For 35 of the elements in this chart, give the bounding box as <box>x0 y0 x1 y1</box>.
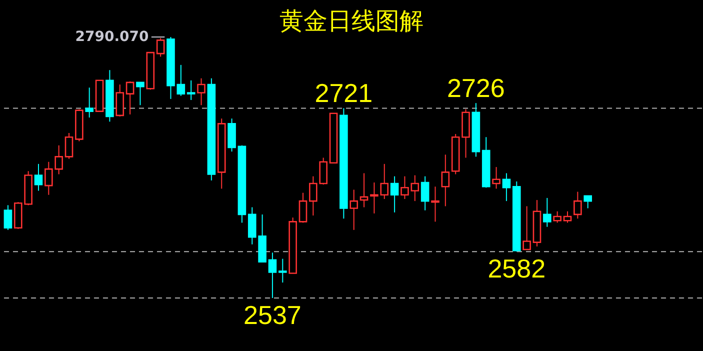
candlestick <box>176 64 186 96</box>
candlestick <box>186 80 196 100</box>
candlestick <box>4 204 12 230</box>
candlestick <box>228 118 236 152</box>
candlestick <box>197 78 206 106</box>
candlestick <box>64 132 74 160</box>
annotation: 2537 <box>244 300 302 330</box>
candlestick <box>441 154 450 207</box>
candlestick <box>431 186 440 222</box>
candlestick <box>553 210 562 224</box>
candlestick <box>156 38 165 58</box>
candlestick <box>502 172 511 202</box>
candlestick <box>126 80 134 115</box>
chart-title: 黄金日线图解 <box>280 7 424 35</box>
annotation: 2721 <box>314 78 373 108</box>
candlestick <box>116 84 124 117</box>
candlestick <box>522 206 531 250</box>
candlestick <box>563 210 572 224</box>
candlestick <box>360 172 368 208</box>
candlestick <box>136 82 144 106</box>
annotation: 2582 <box>488 254 546 284</box>
annotation: 2726 <box>447 73 505 104</box>
candlestick <box>420 176 430 211</box>
candlestick <box>574 191 582 220</box>
candlestick <box>543 197 552 228</box>
candlestick <box>350 189 358 230</box>
candlestick <box>390 176 399 213</box>
annotation: 2790.070 <box>75 29 149 45</box>
candlestick <box>584 195 592 209</box>
candlestick <box>34 163 43 192</box>
candlestick <box>278 258 287 284</box>
candlestick <box>85 87 94 118</box>
candlestick <box>492 166 500 190</box>
candlestick <box>298 192 308 224</box>
candlestick <box>268 252 277 298</box>
